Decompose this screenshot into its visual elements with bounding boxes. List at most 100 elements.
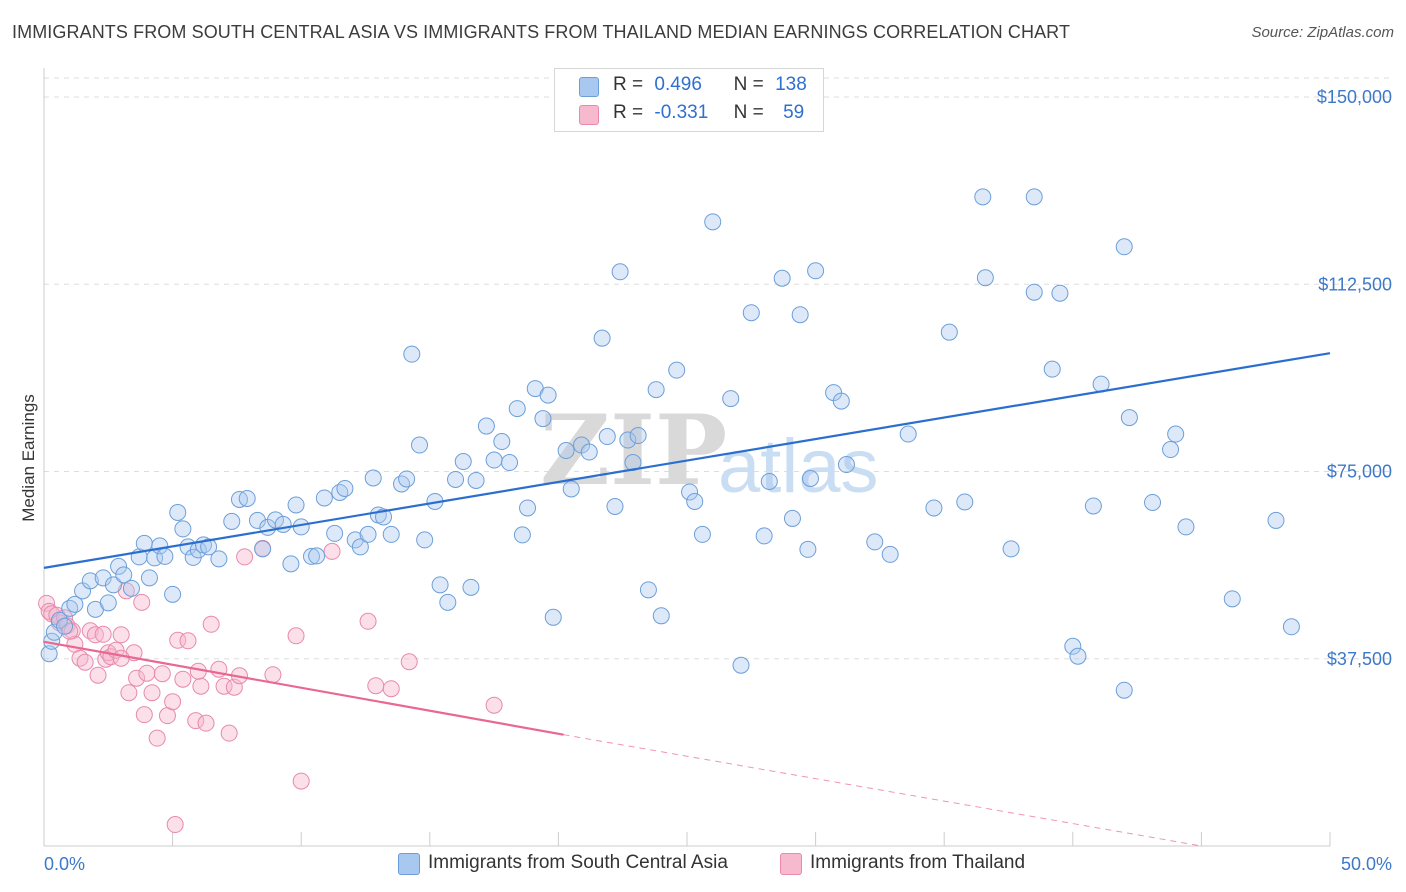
south-central-asia-point [287, 496, 305, 514]
south-central-asia-point [832, 392, 850, 410]
south-central-asia-point [1084, 497, 1102, 515]
legend-n-value: 59 [783, 102, 805, 123]
south-central-asia-point [557, 442, 575, 460]
south-central-asia-point [791, 306, 809, 324]
south-central-asia-point [1120, 409, 1138, 427]
thailand-trend-line [43, 640, 564, 736]
bottom-legend-swatch-pink [780, 853, 802, 875]
grid [44, 77, 1392, 660]
south-central-asia-point [94, 569, 112, 587]
south-central-asia-point [652, 607, 670, 625]
south-central-asia-point [477, 417, 495, 435]
south-central-asia-point [598, 428, 616, 446]
south-central-asia-point [393, 475, 411, 493]
south-central-asia-point [1043, 360, 1061, 378]
correlation-legend: R = 0.496 N = 138 R = -0.331 N = 59 [554, 68, 824, 132]
thailand-point [287, 627, 305, 645]
south-central-asia-point [799, 540, 817, 558]
south-central-asia-point [135, 534, 153, 552]
south-central-asia-point [416, 531, 434, 549]
south-central-asia-point [940, 323, 958, 341]
south-central-asia-point [351, 538, 369, 556]
thailand-point [61, 622, 79, 640]
south-central-asia-point [501, 454, 519, 472]
thailand-point [264, 666, 282, 684]
south-central-asia-point [956, 493, 974, 511]
south-central-asia-point [629, 427, 647, 445]
south-central-asia-point [447, 470, 465, 488]
thailand-point [112, 649, 130, 667]
south-central-asia-point [732, 656, 750, 674]
south-central-asia-point [1064, 637, 1082, 655]
thailand-point [292, 772, 310, 790]
south-central-asia-point [1144, 493, 1162, 511]
thailand-point [323, 542, 341, 560]
south-central-asia-point [454, 453, 472, 471]
south-central-asia-point [439, 593, 457, 611]
south-central-asia-point [274, 515, 292, 533]
y-tick-label: $112,500 [1318, 274, 1392, 294]
south-central-asia-point [866, 533, 884, 551]
south-central-asia-point [302, 547, 320, 565]
south-central-asia-point [326, 524, 344, 542]
south-central-asia-point [398, 470, 416, 488]
legend-r-value: 0.496 [654, 74, 702, 95]
south-central-asia-point [1177, 518, 1195, 536]
thailand-point [89, 666, 107, 684]
south-central-asia-point [99, 594, 117, 612]
south-central-asia-point [140, 569, 158, 587]
legend-r-label: R = [613, 102, 644, 123]
south-central-asia-point [773, 269, 791, 287]
south-central-asia-point [668, 361, 686, 379]
south-central-asia-point [508, 400, 526, 418]
thailand-point [148, 729, 166, 747]
thailand-point [153, 665, 171, 683]
south-central-asia-point [619, 431, 637, 449]
south-central-asia-point [681, 483, 699, 501]
south-central-asia-point [1282, 618, 1300, 636]
axes [43, 68, 1331, 847]
south-central-asia-point [544, 608, 562, 626]
south-central-asia-point [534, 410, 552, 428]
south-central-asia-point [807, 262, 825, 280]
thailand-point [128, 669, 146, 687]
x-tick-label: 50.0% [1341, 854, 1392, 874]
thailand-point [359, 612, 377, 630]
south-central-asia-point [174, 520, 192, 538]
y-axis-label: Median Earnings [19, 394, 38, 522]
south-central-asia-point [359, 525, 377, 543]
south-central-asia-point [282, 555, 300, 573]
south-central-asia-point [467, 471, 485, 489]
thailand-point [120, 684, 138, 702]
legend-n-value: 138 [775, 74, 807, 95]
south-central-asia-point [169, 503, 187, 521]
south-central-asia-point [1051, 284, 1069, 302]
south-central-asia-point [122, 579, 140, 597]
south-central-asia-point [974, 188, 992, 206]
watermark-zip: ZIP [540, 394, 727, 507]
south-central-asia-point [1025, 188, 1043, 206]
south-central-asia-point [1115, 681, 1133, 699]
thailand-point [197, 714, 215, 732]
thailand-trend-extension [563, 734, 1202, 847]
south-central-asia-point [40, 645, 58, 663]
bottom-legend-label-pink: Immigrants from Thailand [810, 852, 1026, 873]
south-central-asia-point [462, 578, 480, 596]
south-central-asia-point [81, 572, 99, 590]
south-central-asia-point [562, 480, 580, 498]
south-central-asia-point [611, 263, 629, 281]
south-central-asia-point [431, 576, 449, 594]
south-central-asia-point [104, 576, 122, 594]
south-central-asia-point [403, 345, 421, 363]
south-central-asia-point [1002, 540, 1020, 558]
south-central-asia-point [1267, 511, 1285, 529]
south-central-asia-point [693, 525, 711, 543]
y-tick-label: $37,500 [1327, 649, 1392, 669]
legend-r-value: -0.331 [654, 102, 709, 123]
south-central-asia-point [837, 456, 855, 474]
south-central-asia-point [200, 538, 218, 556]
south-central-asia-point [1167, 425, 1185, 443]
thailand-point [192, 677, 210, 695]
south-central-asia-point [238, 489, 256, 507]
thailand-point [143, 684, 161, 702]
